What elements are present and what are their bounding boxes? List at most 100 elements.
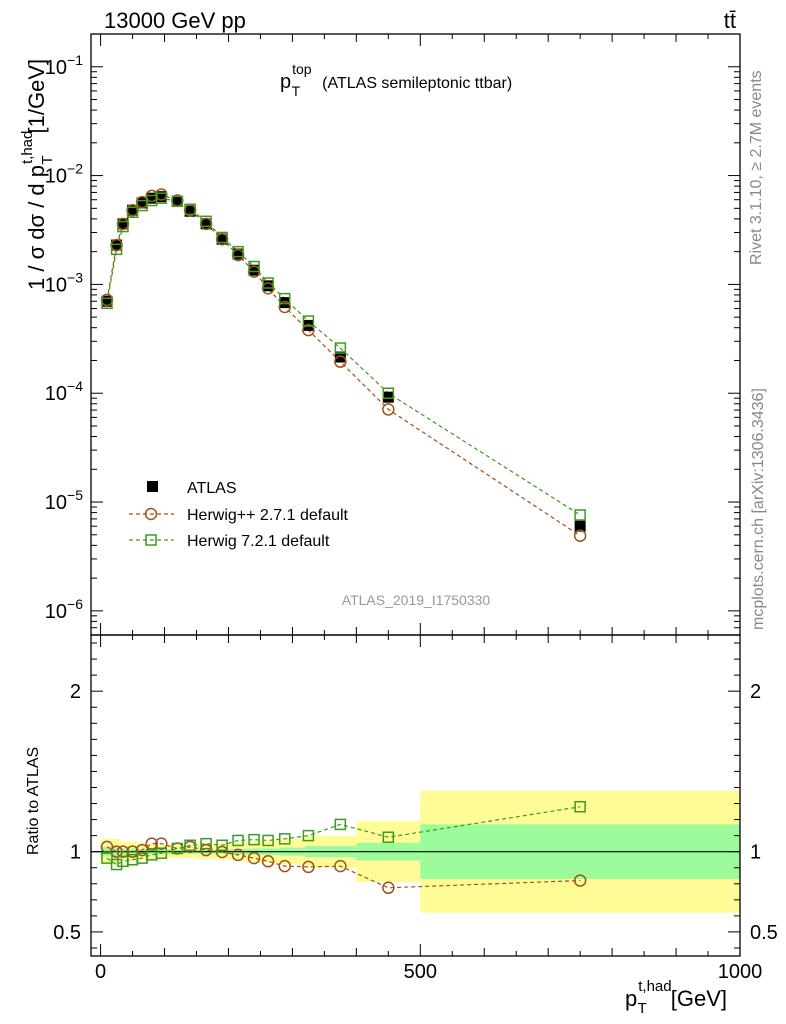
data-point xyxy=(200,215,212,228)
data-point xyxy=(232,248,244,260)
data-point xyxy=(278,300,291,314)
data-point xyxy=(248,260,260,273)
data-point xyxy=(302,315,315,327)
data-point xyxy=(184,203,196,216)
data-point xyxy=(279,297,291,309)
ratio-data-point xyxy=(155,837,168,850)
y-tick-label: 10−2 xyxy=(45,161,83,188)
legend-marker-atlas xyxy=(147,481,158,492)
ratio-ylabel: Ratio to ATLAS xyxy=(25,747,42,855)
ratio-series-line xyxy=(106,806,581,866)
ratio-data-point xyxy=(110,858,123,871)
xlabel: pt,had T [GeV] xyxy=(625,978,727,1017)
data-point xyxy=(155,191,167,203)
process-label: 13000 GeV pp xyxy=(104,8,246,33)
y-tick-label: 10−1 xyxy=(45,52,83,79)
data-point xyxy=(200,218,212,230)
data-point xyxy=(171,195,184,208)
y-tick-label: 10−3 xyxy=(45,269,83,296)
data-point xyxy=(146,192,158,204)
ratio-data-point xyxy=(302,829,315,842)
data-point xyxy=(136,197,148,209)
data-point xyxy=(127,204,139,216)
data-point xyxy=(117,220,129,233)
legend-label-herwigpp: Herwig++ 2.7.1 default xyxy=(187,507,349,524)
ratio-y-tick-label: 1 xyxy=(70,842,81,864)
mcplots-label: mcplots.cern.ch [arXiv:1306.3436] xyxy=(750,388,767,630)
data-point xyxy=(382,387,395,399)
ratio-data-point xyxy=(116,845,130,858)
ratio-data-point xyxy=(261,855,275,868)
ratio-data-point xyxy=(382,831,395,843)
legend-marker-herwig7 xyxy=(145,534,157,546)
data-point xyxy=(278,292,291,305)
ratio-panel xyxy=(90,634,741,957)
ratio-data-point xyxy=(171,842,184,855)
data-point xyxy=(573,529,587,543)
ratio-data-point xyxy=(155,847,168,860)
ratio-data-point xyxy=(247,851,261,865)
data-point xyxy=(155,192,168,204)
y-tick-label: 10−6 xyxy=(45,596,83,623)
ratio-data-point xyxy=(574,800,586,813)
data-point xyxy=(126,206,139,219)
ratio-frame xyxy=(90,634,741,957)
data-point xyxy=(574,520,586,532)
data-point xyxy=(117,218,129,230)
y-tick-label: 10−5 xyxy=(45,487,83,514)
ratio-data-point xyxy=(215,845,229,859)
ratio-data-point xyxy=(110,845,123,858)
ratio-y-tick-label-right: 1 xyxy=(750,842,761,864)
y-tick-label: 10−4 xyxy=(45,378,83,405)
legend-marker-herwigpp xyxy=(144,507,158,521)
ratio-data-point xyxy=(278,833,291,845)
ratio-y-tick-label: 2 xyxy=(70,681,81,703)
ratio-y-tick-label-right: 0.5 xyxy=(750,922,778,944)
ratio-y-tick-label: 0.5 xyxy=(53,922,81,944)
legend-label-herwig7: Herwig 7.2.1 default xyxy=(187,533,330,550)
data-point xyxy=(216,233,228,245)
x-tick-label: 500 xyxy=(404,961,437,983)
data-point xyxy=(110,243,123,256)
ratio-data-point xyxy=(334,859,347,873)
ratio-data-point xyxy=(200,837,212,850)
legend: ATLAS Herwig++ 2.7.1 default Herwig 7.2.… xyxy=(129,480,349,550)
legend-label-atlas: ATLAS xyxy=(187,480,237,497)
ratio-data-point xyxy=(382,881,395,895)
ratio-data-point xyxy=(248,833,260,846)
main-title: ptop T (ATLAS semileptonic ttbar) xyxy=(280,61,512,99)
ratio-data-point xyxy=(184,839,196,852)
data-point xyxy=(262,280,274,292)
final-state-label: tt̄ xyxy=(724,8,736,33)
x-tick-label: 0 xyxy=(95,961,106,983)
data-point xyxy=(101,297,113,310)
data-point xyxy=(382,403,395,416)
series-line xyxy=(106,193,581,537)
ratio-data-point xyxy=(216,839,228,852)
data-point xyxy=(334,355,347,368)
data-point xyxy=(302,323,315,337)
rivet-version-label: Rivet 3.1.10, ≥ 2.7M events xyxy=(748,70,765,265)
ratio-data-point xyxy=(278,859,291,873)
data-point xyxy=(184,205,196,217)
data-point xyxy=(232,245,244,258)
data-point xyxy=(382,391,394,403)
ratio-data-point xyxy=(262,834,274,847)
ratio-data-point xyxy=(334,818,347,831)
data-point xyxy=(334,342,347,354)
data-point xyxy=(574,509,586,521)
ratio-y-tick-label-right: 2 xyxy=(750,681,761,703)
analysis-id-label: ATLAS_2019_I1750330 xyxy=(342,592,491,608)
data-point xyxy=(262,277,274,289)
ratio-data-point xyxy=(573,874,587,887)
data-point xyxy=(101,295,113,307)
ratio-data-point xyxy=(126,845,139,858)
ratio-data-point xyxy=(199,843,213,857)
data-point xyxy=(334,351,346,363)
ratio-data-point xyxy=(231,848,245,862)
data-point xyxy=(216,231,228,244)
ratio-data-point xyxy=(232,834,244,847)
x-tick-label: 1000 xyxy=(718,961,763,983)
data-point xyxy=(171,195,183,207)
